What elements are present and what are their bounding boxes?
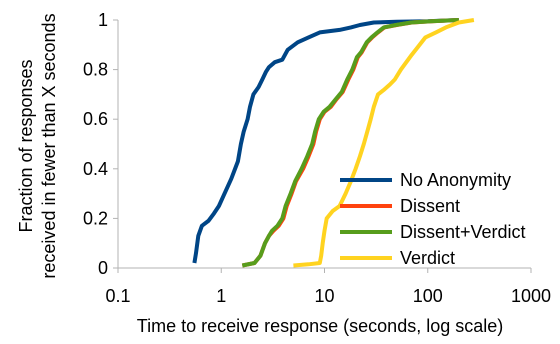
series-line-no-anonymity [192,18,459,264]
legend-label-dissent-verdict: Dissent+Verdict [400,222,526,242]
x-tick-label: 10 [314,286,334,306]
series-line-dissent-verdict [241,18,459,268]
series-line-verdict [293,18,475,268]
x-tick-label: 100 [413,286,443,306]
series-lines [192,18,475,268]
y-axis-title-line-1: Fraction of responses [16,59,36,232]
y-tick-label: 0.2 [83,208,108,228]
tick-labels: 0 0.2 0.4 0.6 0.8 1 0.1 1 10 100 1000 [83,10,551,306]
axes [113,19,532,273]
x-axis-title: Time to receive response (seconds, log s… [137,316,504,336]
y-tick-label: 1 [98,10,108,30]
x-tick-label: 1000 [511,286,551,306]
x-tick-label: 1 [216,286,226,306]
y-tick-label: 0.8 [83,60,108,80]
legend-label-no-anonymity: No Anonymity [400,170,511,190]
y-tick-label: 0.4 [83,159,108,179]
legend-label-dissent: Dissent [400,196,460,216]
legend: No Anonymity Dissent Dissent+Verdict Verdic… [340,170,526,268]
x-tick-label: 0.1 [105,286,130,306]
y-tick-label: 0.6 [83,109,108,129]
y-tick-label: 0 [98,258,108,278]
legend-label-verdict: Verdict [400,248,455,268]
y-axis-title-line-2: received in fewer than X seconds [39,13,59,278]
